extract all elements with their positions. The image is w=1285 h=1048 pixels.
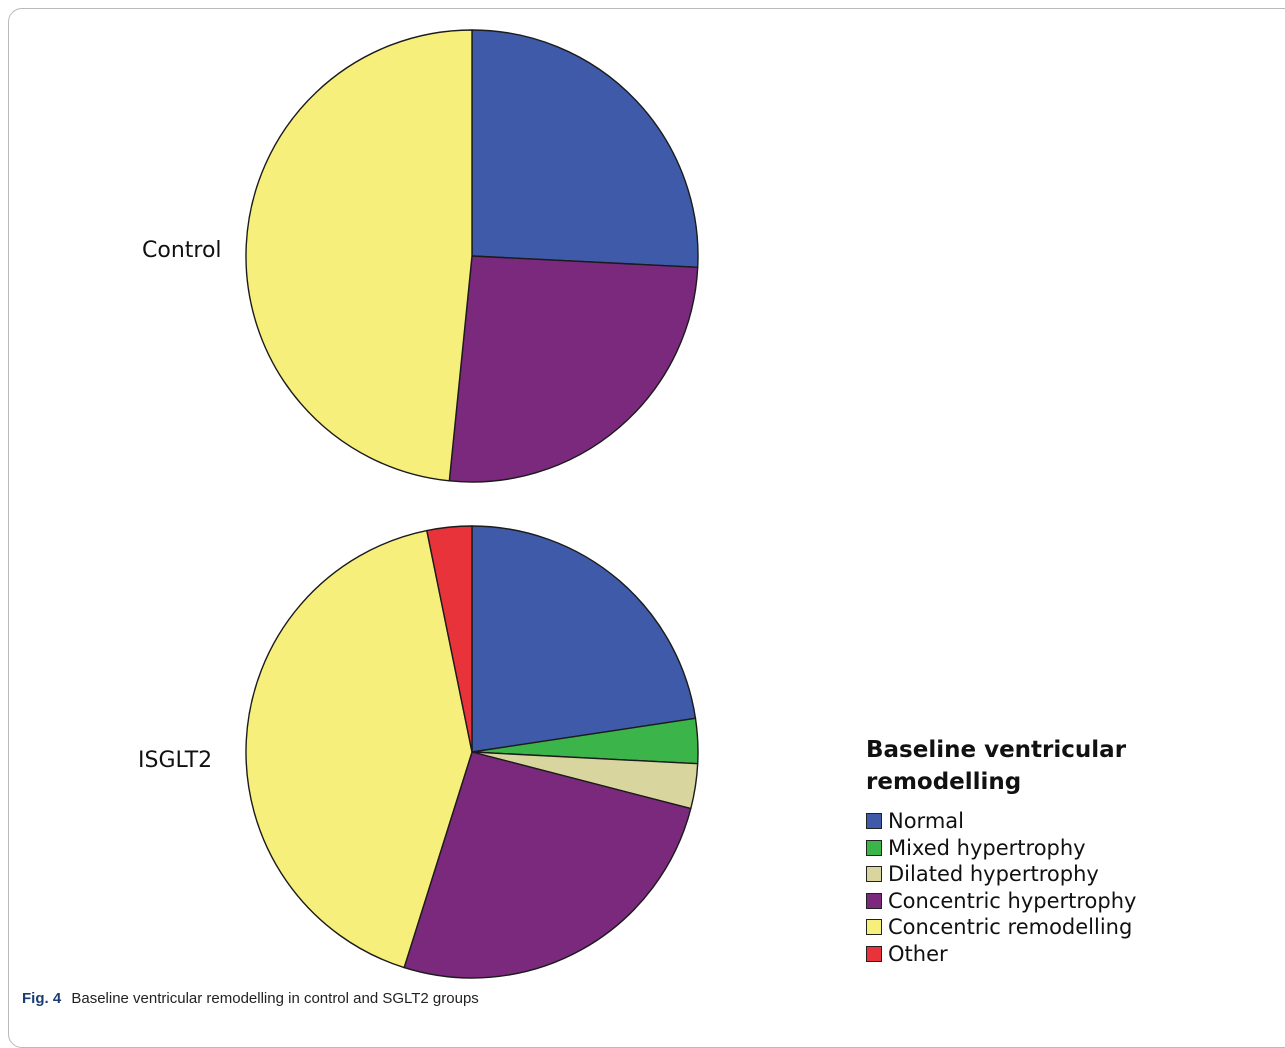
legend-swatch <box>866 945 882 962</box>
legend-item-dilated-hypertrophy: Dilated hypertrophy <box>866 861 1146 888</box>
pie-slice-isglt2-normal <box>471 525 697 753</box>
pie-slice-control-concentric-remodelling <box>245 29 473 482</box>
legend-item-concentric-remodelling: Concentric remodelling <box>866 914 1146 941</box>
legend-swatch <box>866 839 882 856</box>
legend-item-mixed-hypertrophy: Mixed hypertrophy <box>866 835 1146 862</box>
legend-swatch <box>866 813 882 830</box>
pie-label-isglt2: ISGLT2 <box>138 748 213 773</box>
legend-swatch <box>866 919 882 936</box>
legend-label: Mixed hypertrophy <box>888 835 1086 860</box>
legend-title: Baseline ventricular remodelling <box>866 737 1127 795</box>
figure-number: Fig. 4 <box>22 990 62 1007</box>
legend-item-concentric-hypertrophy: Concentric hypertrophy <box>866 888 1146 915</box>
pie-slice-control-normal <box>471 29 699 269</box>
legend-label: Normal <box>888 809 964 834</box>
pie-slice-isglt2-concentric-remodelling <box>245 529 473 969</box>
legend-label: Concentric remodelling <box>888 915 1133 940</box>
legend-label: Other <box>888 941 948 966</box>
pie-slice-isglt2-concentric-hypertrophy <box>403 751 692 979</box>
pie-charts <box>245 29 699 979</box>
figure-caption: Fig. 4 Baseline ventricular remodelling … <box>22 990 479 1007</box>
legend: Baseline ventricular remodelling Normal … <box>866 734 1146 967</box>
legend-label: Dilated hypertrophy <box>888 862 1099 887</box>
pie-label-control: Control <box>142 238 222 263</box>
legend-item-normal: Normal <box>866 808 1146 835</box>
legend-label: Concentric hypertrophy <box>888 888 1137 913</box>
caption-text: Baseline ventricular remodelling in cont… <box>71 990 479 1007</box>
legend-swatch <box>866 892 882 909</box>
pie-slice-control-concentric-hypertrophy <box>448 255 699 483</box>
legend-swatch <box>866 866 882 883</box>
pie-slice-isglt2-other <box>426 525 473 753</box>
legend-item-other: Other <box>866 941 1146 968</box>
